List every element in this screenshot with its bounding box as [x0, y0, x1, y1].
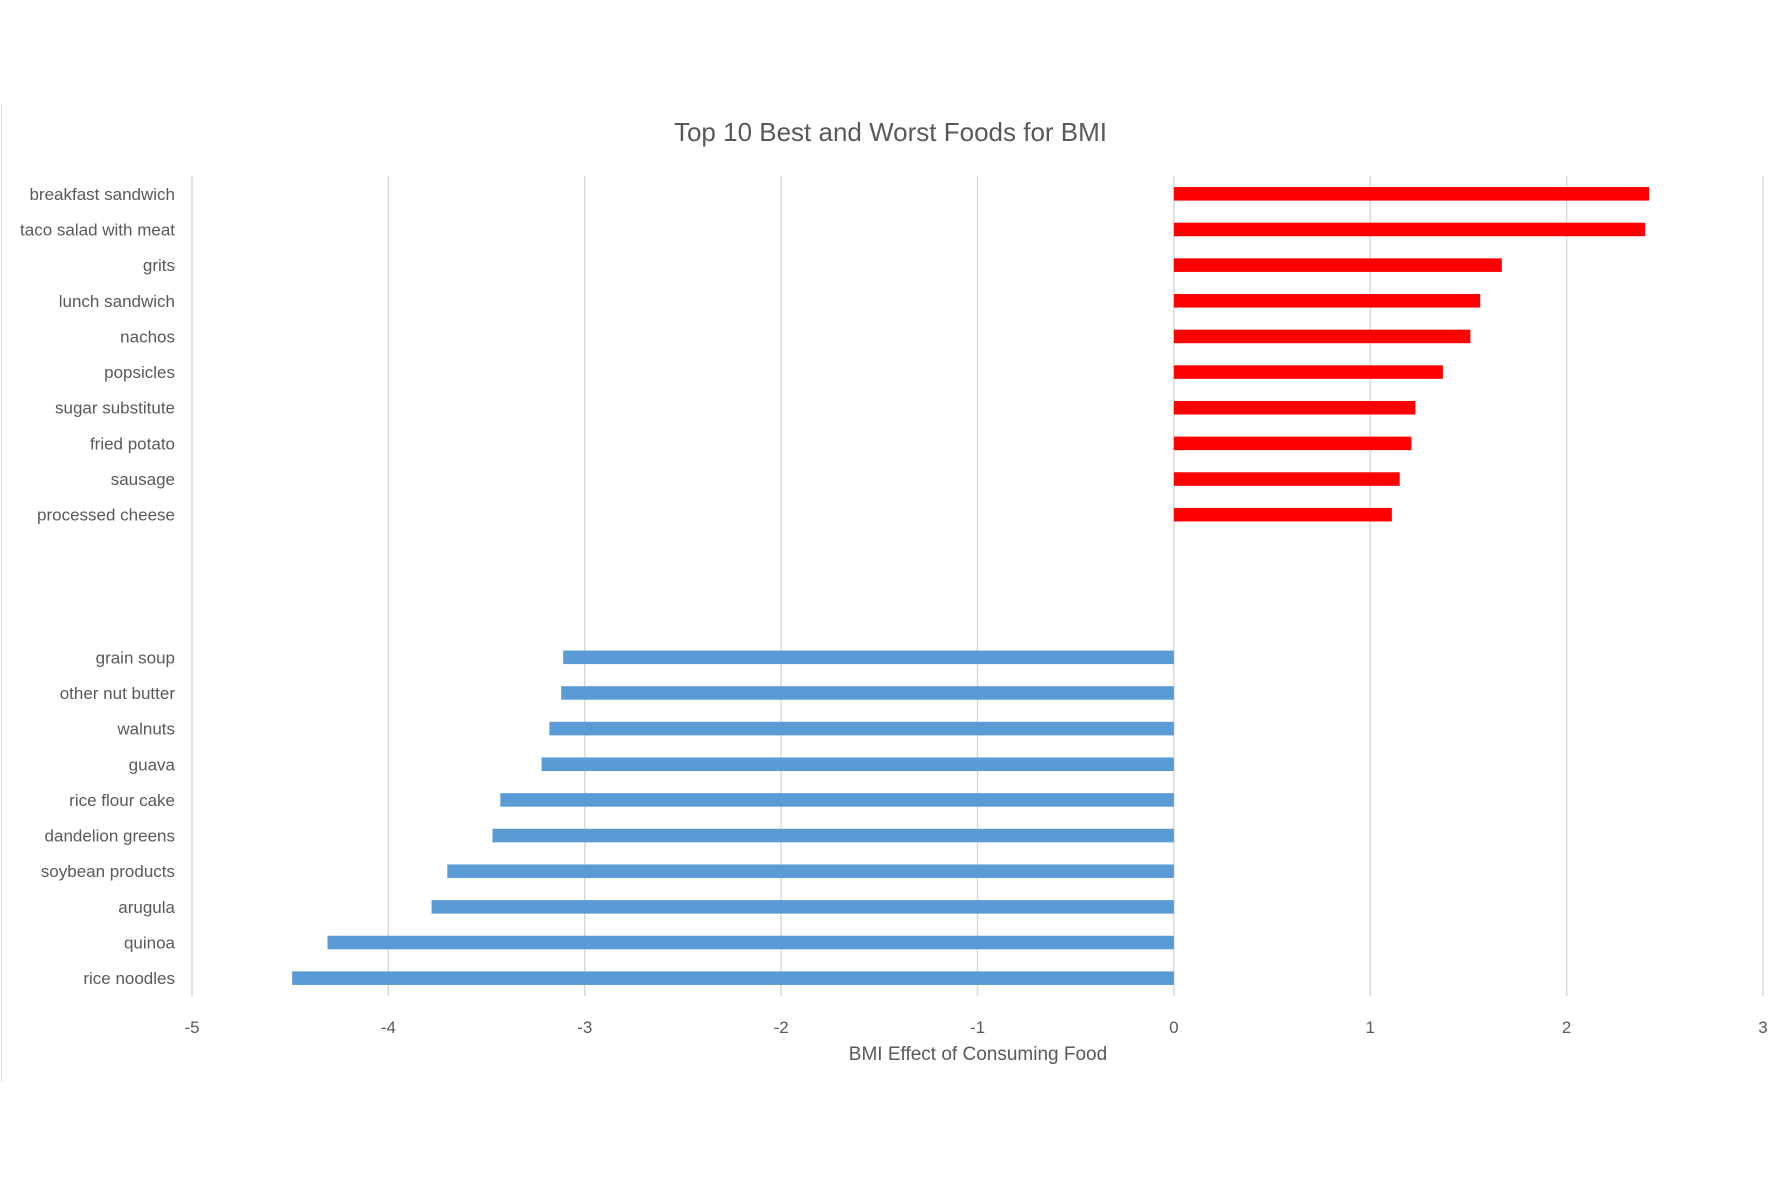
category-label: popsicles — [104, 363, 175, 382]
bar — [492, 828, 1174, 843]
bar — [563, 650, 1174, 665]
bar — [1173, 258, 1502, 272]
category-label: rice flour cake — [69, 791, 175, 810]
bar — [500, 793, 1174, 807]
x-tick-labels: -5 -4 -3 -2 -1 0 1 2 3 — [184, 1018, 1767, 1037]
bar — [1173, 187, 1650, 201]
bar — [1173, 294, 1481, 308]
x-tick-label: -1 — [970, 1018, 985, 1037]
bar — [561, 686, 1174, 700]
category-label: sausage — [111, 470, 175, 489]
bar — [1173, 329, 1471, 344]
bar — [1173, 436, 1412, 451]
bar — [1173, 472, 1400, 486]
bars — [292, 187, 1650, 985]
bar — [431, 900, 1174, 914]
bar — [549, 721, 1174, 736]
bar — [1173, 507, 1392, 522]
x-tick-label: 1 — [1366, 1018, 1375, 1037]
category-label: arugula — [118, 898, 175, 917]
category-label: quinoa — [124, 934, 176, 953]
x-tick-label: -4 — [381, 1018, 396, 1037]
category-label: fried potato — [90, 434, 175, 453]
bar — [541, 757, 1174, 772]
bar — [1173, 222, 1646, 237]
x-tick-label: 0 — [1169, 1018, 1178, 1037]
category-label: soybean products — [41, 862, 175, 881]
category-label: grits — [143, 256, 175, 275]
category-label: taco salad with meat — [20, 220, 175, 239]
category-label: nachos — [120, 327, 175, 346]
category-labels: breakfast sandwich taco salad with meat gr… — [20, 185, 176, 988]
x-tick-label: -5 — [184, 1018, 199, 1037]
category-label: walnuts — [116, 720, 175, 739]
x-tick-label: 3 — [1758, 1018, 1767, 1037]
x-axis-title: BMI Effect of Consuming Food — [848, 1044, 1108, 1065]
category-label: lunch sandwich — [59, 292, 175, 311]
x-tick-label: -2 — [774, 1018, 789, 1037]
category-label: dandelion greens — [45, 827, 175, 846]
x-tick-label: -3 — [577, 1018, 592, 1037]
x-tick-label: 2 — [1562, 1018, 1571, 1037]
category-label: other nut butter — [60, 684, 176, 703]
category-label: processed cheese — [37, 506, 175, 525]
chart-title: Top 10 Best and Worst Foods for BMI — [673, 117, 1108, 147]
bar — [1173, 365, 1443, 379]
category-label: breakfast sandwich — [29, 185, 175, 204]
category-label: grain soup — [96, 648, 175, 667]
gridlines — [191, 176, 1764, 996]
bar — [1173, 400, 1416, 415]
bar — [292, 971, 1174, 985]
category-label: rice noodles — [83, 969, 175, 988]
bar — [447, 864, 1174, 878]
category-label: guava — [129, 755, 176, 774]
bar — [327, 935, 1174, 950]
category-label: sugar substitute — [55, 399, 175, 418]
